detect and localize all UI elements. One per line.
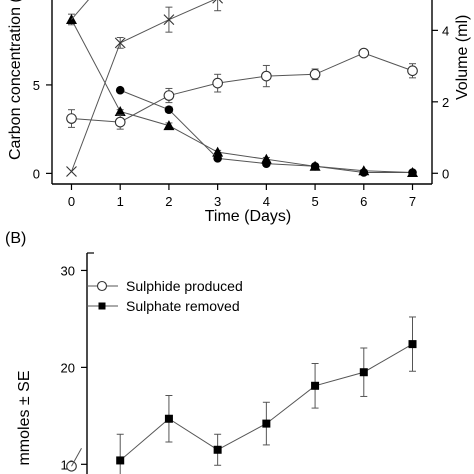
panel-a-series-circle-open [66, 47, 418, 130]
x-tick-label: 3 [214, 194, 221, 209]
square-point [311, 381, 320, 390]
cross-point [163, 14, 175, 26]
panel-b: (B) 102030 mmoles ± SE Sulphide produced… [5, 230, 417, 474]
open-circle-point [358, 47, 370, 59]
series-line-extension [71, 448, 82, 467]
panel-a-series-cross [66, 0, 224, 177]
open-circle-point [261, 70, 272, 82]
cross-point [218, 0, 224, 4]
panel-a-y-ticks: 05 [33, 78, 52, 181]
panel-b-y-ticks: 102030 [61, 263, 87, 472]
series-line-extension [71, 0, 89, 20]
x-tick-label: 0 [68, 194, 75, 209]
x-tick-label: 2 [165, 194, 172, 209]
cross-point [114, 37, 126, 49]
open-circle-point [163, 90, 175, 101]
filled-circle-point [408, 168, 417, 177]
panel-a-series-triangle [65, 13, 419, 177]
y2-tick-label: 4 [442, 23, 449, 38]
square-point [116, 456, 125, 465]
series-line [71, 52, 413, 123]
x-tick-label: 5 [311, 194, 318, 209]
panel-a-x-axis-label: Time (Days) [205, 208, 292, 225]
square-point [359, 368, 368, 377]
x-tick-label: 6 [360, 194, 367, 209]
legend-marker-sulphide [96, 280, 108, 292]
panel-a-series-circle-filled [115, 85, 417, 177]
triangle-point [163, 120, 175, 131]
panel-b-series [66, 316, 417, 474]
square-point [262, 419, 271, 428]
panel-b-legend: Sulphide produced Sulphate removed [86, 278, 243, 314]
y2-tick-label: 0 [442, 166, 449, 181]
square-point [213, 445, 222, 454]
filled-circle-point [310, 162, 320, 171]
triangle-point [114, 105, 126, 116]
panel-a-series [65, 0, 419, 177]
x-tick-label: 1 [117, 194, 124, 209]
open-circle-point [407, 65, 418, 77]
panel-b-label: (B) [5, 230, 26, 247]
triangle-point [212, 146, 224, 157]
panel-a-y2-axis-label: Volume (ml) [454, 15, 471, 100]
filled-circle-point [359, 168, 369, 177]
panel-a-y2-ticks: 0 2 4 [432, 23, 449, 181]
filled-circle-point [164, 105, 174, 114]
square-point [408, 340, 417, 349]
cross-point [66, 166, 77, 177]
legend-marker-sulphate [98, 302, 106, 310]
panel-b-y-axis-label: mmoles ± SE [16, 370, 33, 465]
filled-circle-point [213, 154, 222, 163]
panel-a-x-ticks: 0 1 2 3 4 5 6 7 [68, 184, 416, 209]
panel-b-series-square-filled [116, 316, 417, 474]
y-tick-label: 5 [33, 78, 40, 93]
filled-circle-point [262, 159, 271, 168]
y2-tick-label: 2 [442, 95, 449, 110]
legend-item-sulphide: Sulphide produced [126, 278, 243, 294]
series-line [71, 19, 413, 173]
y-tick-label: 20 [61, 360, 75, 375]
panel-a-y-axis-label: Carbon concentration (m [7, 0, 24, 160]
series-line [71, 0, 215, 172]
x-tick-label: 4 [263, 194, 270, 209]
y-tick-label: 0 [33, 166, 40, 181]
open-circle-point [66, 113, 77, 124]
x-tick-label: 7 [409, 194, 416, 209]
y-tick-label: 30 [61, 263, 75, 278]
open-circle-point [309, 68, 321, 80]
square-point [164, 414, 173, 423]
cross-point [212, 0, 217, 4]
open-circle-point [212, 77, 223, 89]
open-circle-point [114, 116, 126, 128]
filled-circle-point [115, 85, 125, 95]
legend-item-sulphate: Sulphate removed [126, 298, 240, 314]
